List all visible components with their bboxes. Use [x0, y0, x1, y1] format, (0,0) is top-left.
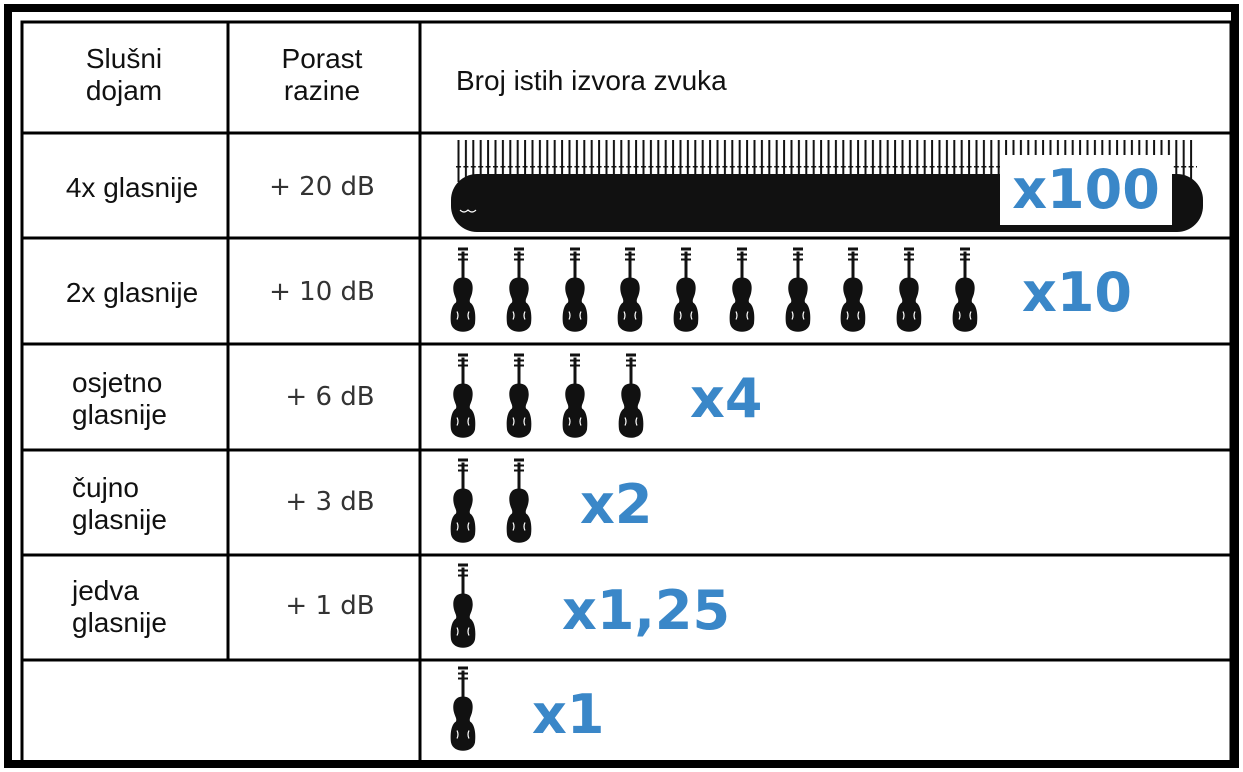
text-line: osjetno: [72, 367, 162, 398]
violins: [450, 352, 644, 439]
cell: čujno glasnije: [72, 472, 167, 535]
cell: + 3 dB: [285, 487, 374, 517]
cell: osjetno glasnije: [72, 367, 167, 430]
text-line: glasnije: [72, 607, 167, 638]
text-line: glasnije: [72, 504, 167, 535]
violins: [450, 665, 476, 752]
cell: 2x glasnije: [66, 277, 198, 308]
text-line: glasnije: [72, 399, 167, 430]
violins: [450, 562, 518, 649]
table-frame: [4, 4, 1239, 768]
multiplier: x1: [532, 683, 604, 746]
header-cell: Porast razine: [282, 43, 363, 106]
cell: + 20 dB: [269, 172, 375, 202]
multiplier: x2: [580, 473, 652, 536]
violin-strip: [451, 140, 1203, 232]
cell: 4x glasnije: [66, 172, 198, 203]
text-line: Slušni: [86, 43, 162, 74]
violins: [450, 457, 532, 544]
multiplier: x100: [1012, 158, 1160, 221]
text-line: razine: [284, 75, 360, 106]
text-line: jedva: [71, 575, 139, 606]
cell: jedva glasnije: [71, 575, 167, 638]
multiplier: x4: [690, 367, 762, 430]
text-line: Porast: [282, 43, 363, 74]
text-line: čujno: [72, 472, 139, 503]
header-cell: Broj istih izvora zvuka: [456, 65, 727, 96]
cell: + 1 dB: [285, 591, 374, 621]
text-line: dojam: [86, 75, 162, 106]
cell: + 6 dB: [285, 382, 374, 412]
header-cell: Slušni dojam: [86, 43, 162, 106]
multiplier: x10: [1022, 261, 1132, 324]
violins: [450, 246, 978, 333]
multiplier: x1,25: [562, 579, 730, 642]
cell: + 10 dB: [269, 277, 375, 307]
